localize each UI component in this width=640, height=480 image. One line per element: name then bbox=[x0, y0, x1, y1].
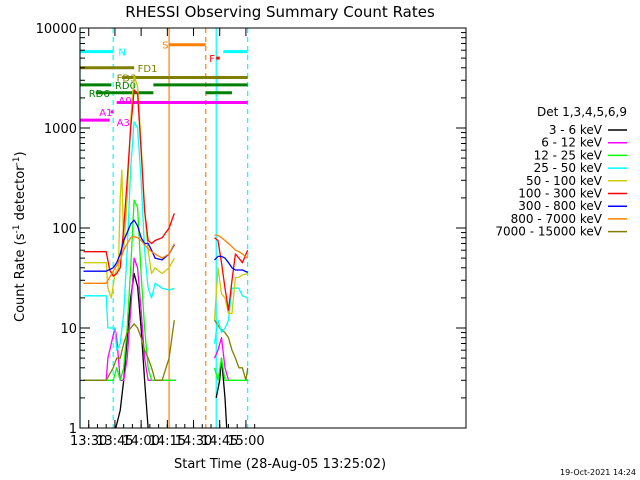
legend-label: 12 - 25 keV bbox=[534, 148, 603, 162]
series-post-line-2 bbox=[213, 337, 230, 381]
series-line-6 bbox=[83, 219, 175, 272]
x-tick-label: 13:30 bbox=[70, 434, 107, 449]
series-line-7 bbox=[83, 235, 175, 284]
series-line-1 bbox=[83, 257, 177, 381]
state-label-n: N bbox=[118, 48, 125, 59]
x-tick-label: 13:45 bbox=[96, 434, 133, 449]
y-tick-label: 1 bbox=[69, 422, 77, 437]
x-tick-label: 14:00 bbox=[122, 434, 159, 449]
x-tick-label: 14:45 bbox=[201, 434, 238, 449]
series-post-line-8 bbox=[214, 234, 249, 259]
state-label-a1: A1 bbox=[99, 108, 112, 119]
state-label-a0: A0 bbox=[118, 96, 131, 107]
y-axis-label-end: ) bbox=[13, 151, 28, 156]
state-label-fd1: FD1 bbox=[138, 64, 158, 75]
legend-label: 25 - 50 keV bbox=[534, 161, 603, 175]
footer-date: 19-Oct-2021 14:24 bbox=[560, 468, 636, 477]
series-post-line-3 bbox=[213, 357, 248, 381]
y-axis-label: Count Rate (s-1 detector-1) bbox=[12, 151, 28, 322]
series-line-5 bbox=[83, 89, 175, 277]
state-label-rd0: RD0 bbox=[115, 81, 136, 92]
x-axis-label: Start Time (28-Aug-05 13:25:02) bbox=[174, 457, 386, 472]
y-axis: 1 10 100 1000 10000 bbox=[36, 22, 466, 437]
x-tick-label: 14:30 bbox=[175, 434, 212, 449]
series-line-8 bbox=[83, 320, 175, 381]
state-label-a3: A3 bbox=[117, 118, 130, 129]
y-tick-label: 10 bbox=[60, 322, 77, 337]
legend-label: 7000 - 15000 keV bbox=[495, 225, 602, 239]
series-post-line-5 bbox=[213, 267, 248, 321]
state-label-rd6: RD6 bbox=[89, 89, 110, 100]
legend-label: 3 - 6 keV bbox=[549, 123, 603, 137]
state-label-f: F bbox=[209, 54, 215, 65]
series-post-line-6 bbox=[214, 237, 249, 312]
x-tick-label: 15:00 bbox=[227, 434, 264, 449]
series-post-line-4 bbox=[213, 287, 248, 344]
y-tick-label: 100 bbox=[52, 222, 77, 237]
legend-title: Det 1,3,4,5,6,9 bbox=[537, 105, 627, 119]
legend-label: 300 - 800 keV bbox=[518, 199, 602, 213]
x-tick-label: 14:15 bbox=[149, 434, 186, 449]
y-axis-label-sup2: -1 bbox=[12, 156, 22, 165]
legend-label: 100 - 300 keV bbox=[518, 187, 602, 201]
state-label-fd3: FD3 bbox=[117, 73, 137, 84]
y-tick-label: 1000 bbox=[44, 122, 77, 137]
series-line-4 bbox=[83, 75, 175, 299]
series-line-3 bbox=[83, 121, 175, 351]
legend-label: 6 - 12 keV bbox=[541, 136, 603, 150]
y-axis-label-sup1: -1 bbox=[12, 224, 22, 233]
legend-label: 50 - 100 keV bbox=[526, 174, 603, 188]
state-label-s: S bbox=[162, 41, 168, 52]
series-post-line-7 bbox=[214, 255, 248, 273]
chart-title: RHESSI Observing Summary Count Rates bbox=[125, 3, 435, 21]
legend-label: 800 - 7000 keV bbox=[511, 212, 603, 226]
y-axis-label-mid: detector bbox=[13, 165, 28, 225]
y-axis-label-main: Count Rate (s bbox=[13, 233, 28, 322]
series-post-line-0 bbox=[213, 319, 249, 381]
y-tick-label: 10000 bbox=[36, 22, 77, 37]
